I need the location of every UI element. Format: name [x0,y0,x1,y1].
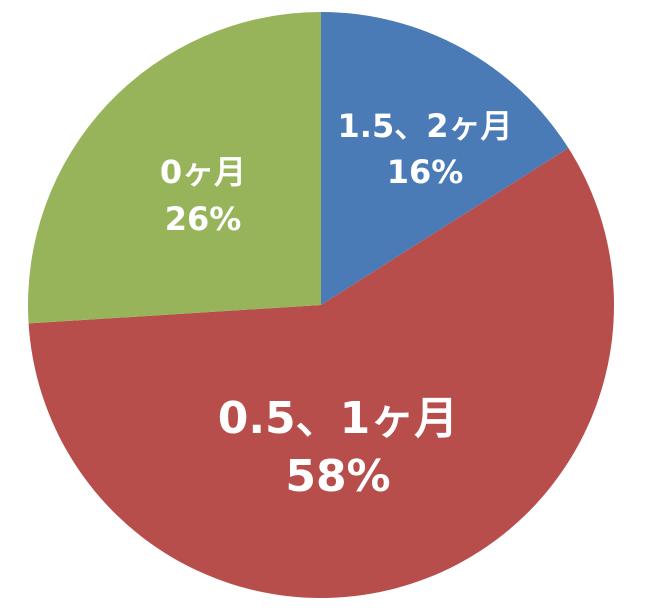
slice-percent-label: 16% [387,153,464,191]
pie-slice-2 [28,148,614,598]
slice-label-2: 0.5、1ヶ月 58% [218,393,459,502]
slice-category-label: 1.5、2ヶ月 [338,107,513,145]
slice-category-label: 0.5、1ヶ月 [218,393,459,444]
slice-category-label: 0ヶ月 [160,153,246,191]
slice-label-3: 0ヶ月 26% [160,153,246,238]
slice-percent-label: 58% [285,451,390,502]
slice-label-1: 1.5、2ヶ月 16% [338,107,513,191]
pie-slice-3 [27,12,321,324]
pie-slice-1 [321,12,569,305]
slice-percent-label: 26% [165,200,242,238]
